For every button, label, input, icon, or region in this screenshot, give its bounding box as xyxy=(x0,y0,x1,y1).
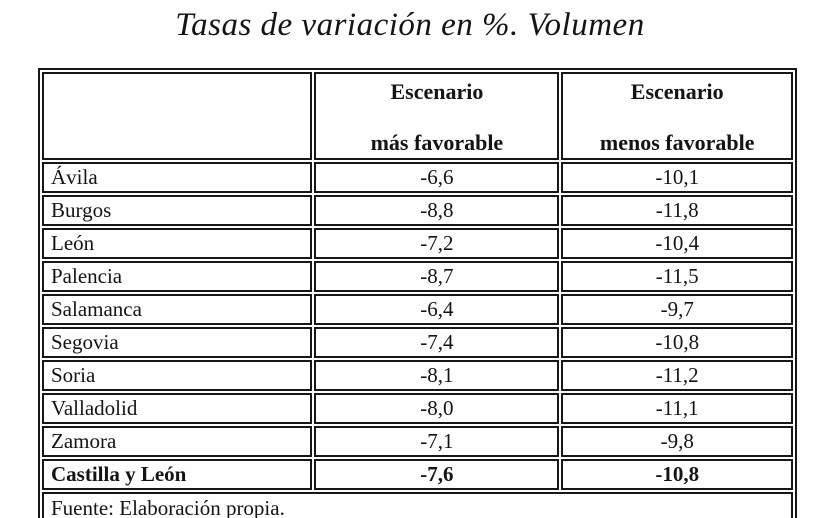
table-row-burgos: Burgos -8,8 -11,8 xyxy=(42,195,793,226)
best-value: -7,4 xyxy=(314,327,560,358)
variation-rates-table: Escenario más favorable Escenario menos … xyxy=(38,68,797,518)
table-row-palencia: Palencia -8,7 -11,5 xyxy=(42,261,793,292)
worst-value: -10,4 xyxy=(561,228,793,259)
region-name: Zamora xyxy=(42,426,313,457)
region-name: Burgos xyxy=(42,195,313,226)
worst-value: -11,2 xyxy=(561,360,793,391)
best-value-total: -7,6 xyxy=(314,459,560,490)
best-value: -6,6 xyxy=(314,162,560,193)
best-value: -8,0 xyxy=(314,393,560,424)
best-value: -7,1 xyxy=(314,426,560,457)
worst-value: -10,8 xyxy=(561,327,793,358)
region-name: Valladolid xyxy=(42,393,313,424)
best-value: -8,8 xyxy=(314,195,560,226)
worst-value: -11,5 xyxy=(561,261,793,292)
header-best-scenario-cell: Escenario más favorable xyxy=(314,72,560,160)
worst-value-total: -10,8 xyxy=(561,459,793,490)
source-note: Fuente: Elaboración propia. xyxy=(42,492,793,518)
worst-value: -9,8 xyxy=(561,426,793,457)
region-name: Ávila xyxy=(42,162,313,193)
table-row-salamanca: Salamanca -6,4 -9,7 xyxy=(42,294,793,325)
header-best-line2: más favorable xyxy=(370,129,504,155)
region-name: Segovia xyxy=(42,327,313,358)
best-value: -6,4 xyxy=(314,294,560,325)
header-best-line1: Escenario xyxy=(390,79,484,104)
worst-value: -10,1 xyxy=(561,162,793,193)
worst-value: -9,7 xyxy=(561,294,793,325)
region-name: Soria xyxy=(42,360,313,391)
region-name-total: Castilla y León xyxy=(42,459,313,490)
header-region-cell xyxy=(42,72,313,160)
table-row-valladolid: Valladolid -8,0 -11,1 xyxy=(42,393,793,424)
region-name: Palencia xyxy=(42,261,313,292)
region-name: León xyxy=(42,228,313,259)
header-worst-line2: menos favorable xyxy=(599,129,755,155)
source-row: Fuente: Elaboración propia. xyxy=(42,492,793,518)
region-name: Salamanca xyxy=(42,294,313,325)
worst-value: -11,8 xyxy=(561,195,793,226)
worst-value: -11,1 xyxy=(561,393,793,424)
best-value: -8,7 xyxy=(314,261,560,292)
header-row: Escenario más favorable Escenario menos … xyxy=(42,72,793,160)
table-row-total-castilla-y-leon: Castilla y León -7,6 -10,8 xyxy=(42,459,793,490)
table-row-soria: Soria -8,1 -11,2 xyxy=(42,360,793,391)
best-value: -7,2 xyxy=(314,228,560,259)
table-row-zamora: Zamora -7,1 -9,8 xyxy=(42,426,793,457)
header-worst-scenario-cell: Escenario menos favorable xyxy=(561,72,793,160)
table-title: Tasas de variación en %. Volumen xyxy=(175,7,645,43)
best-value: -8,1 xyxy=(314,360,560,391)
table-row-segovia: Segovia -7,4 -10,8 xyxy=(42,327,793,358)
table-row-leon: León -7,2 -10,4 xyxy=(42,228,793,259)
header-worst-line1: Escenario xyxy=(630,79,724,104)
table-row-avila: Ávila -6,6 -10,1 xyxy=(42,162,793,193)
